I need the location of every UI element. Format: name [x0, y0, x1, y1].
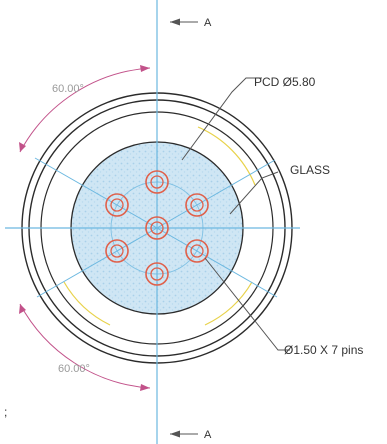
section-arrow-icon: [170, 19, 198, 26]
angle-dim-arrow: [140, 65, 150, 72]
pcd-label: PCD Ø5.80: [254, 75, 316, 89]
section-arrow-icon: [170, 431, 198, 438]
stray-mark: ;: [4, 405, 7, 419]
angle-dim-arrow: [140, 384, 150, 391]
pcd-leader: [182, 78, 262, 160]
glass-label: GLASS: [290, 163, 330, 177]
angle-dim-arc-bottom: [20, 304, 150, 388]
section-label-top: A: [204, 17, 212, 29]
angle-dim-arc-top: [20, 68, 150, 152]
pin-label: Ø1.50 X 7 pins: [284, 343, 363, 357]
section-label-bottom: A: [204, 429, 212, 441]
angle-label-top: 60.00°: [52, 83, 84, 95]
angle-label-bottom: 60.00°: [58, 363, 90, 375]
